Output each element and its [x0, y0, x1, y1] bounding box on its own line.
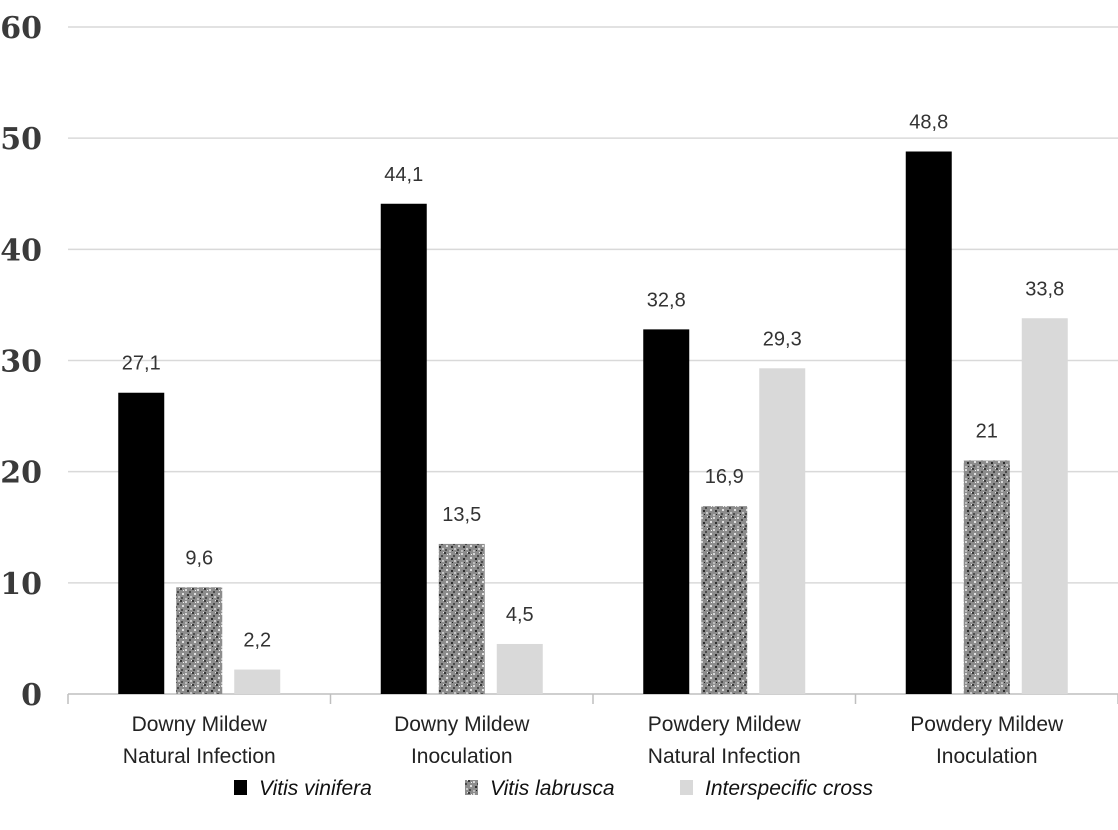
bar [759, 368, 805, 694]
data-label: 44,1 [384, 164, 423, 186]
legend-label: Vitis vinifera [259, 777, 372, 800]
bar [118, 393, 164, 694]
legend-label: Interspecific cross [705, 777, 874, 800]
category-label-line: Downy Mildew [394, 713, 530, 736]
y-tick-label: 30 [0, 345, 42, 380]
y-tick-label: 40 [0, 233, 42, 268]
legend-swatch [465, 780, 478, 795]
bar [381, 204, 427, 694]
category-label-line: Natural Infection [648, 745, 801, 768]
y-tick-label: 60 [0, 11, 42, 46]
y-axis-ticks: 0 10 20 30 40 50 60 [0, 11, 42, 713]
legend-swatch [234, 780, 247, 795]
category-label-line: Powdery Mildew [910, 713, 1064, 736]
data-label: 4,5 [506, 604, 534, 626]
legend-label: Vitis labrusca [490, 777, 615, 800]
bar [906, 152, 952, 694]
bar [439, 544, 485, 694]
data-label: 29,3 [763, 328, 802, 350]
bars [118, 152, 1068, 694]
data-label: 2,2 [243, 630, 271, 652]
bar [701, 506, 747, 694]
legend-swatch [680, 780, 693, 795]
category-label-line: Natural Infection [123, 745, 276, 768]
y-tick-label: 10 [0, 567, 42, 602]
bar [1022, 318, 1068, 694]
bar [497, 644, 543, 694]
bar [234, 670, 280, 694]
y-tick-label: 50 [0, 122, 42, 157]
legend: Vitis vinifera Vitis labrusca Interspecifi… [234, 777, 874, 800]
bar [643, 329, 689, 694]
data-label: 9,6 [185, 547, 213, 569]
category-label-line: Inoculation [936, 745, 1038, 768]
x-axis [68, 694, 1118, 704]
data-label: 13,5 [442, 504, 481, 526]
data-label: 32,8 [647, 289, 686, 311]
category-label-line: Powdery Mildew [648, 713, 802, 736]
data-label: 48,8 [909, 112, 948, 134]
data-label: 21 [976, 421, 998, 443]
y-tick-label: 0 [21, 678, 42, 713]
gridlines [68, 27, 1118, 583]
category-label-line: Downy Mildew [132, 713, 268, 736]
category-label: Powdery Mildew Natural Infection [648, 713, 802, 768]
data-label: 16,9 [705, 466, 744, 488]
y-tick-label: 20 [0, 456, 42, 491]
bar [964, 461, 1010, 694]
category-label: Downy Mildew Inoculation [394, 713, 530, 768]
category-label-line: Inoculation [411, 745, 513, 768]
bar [176, 587, 222, 694]
category-label: Powdery Mildew Inoculation [910, 713, 1064, 768]
category-label: Downy Mildew Natural Infection [123, 713, 276, 768]
data-label: 33,8 [1025, 278, 1064, 300]
data-label: 27,1 [122, 353, 161, 375]
